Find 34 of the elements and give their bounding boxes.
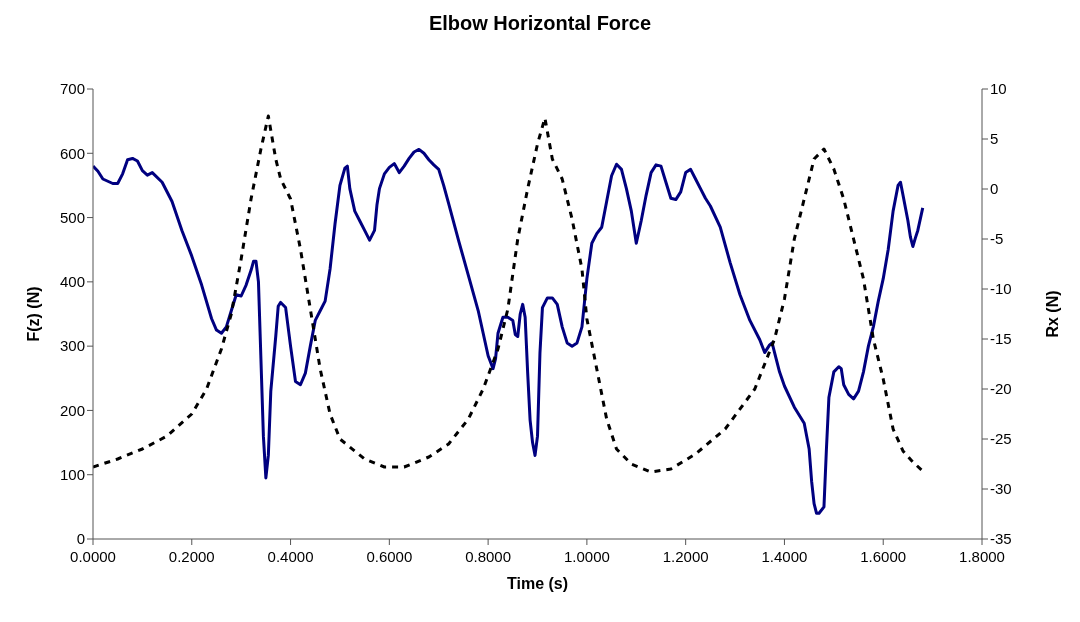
x-tick-label: 0.4000 — [267, 547, 314, 565]
y-tick-label: 500 — [59, 208, 85, 226]
y-tick-label: 200 — [59, 401, 85, 419]
y-tick-label: 400 — [59, 273, 85, 291]
y2-tick-label: -35 — [990, 530, 1012, 548]
y2-tick-label: 10 — [990, 80, 1007, 98]
y-tick-label: 600 — [59, 144, 85, 162]
y-tick-label: 100 — [59, 466, 85, 484]
y2-tick-label: -5 — [990, 230, 1004, 248]
y2-tick-label: -30 — [990, 480, 1012, 498]
line-series — [93, 114, 925, 474]
x-tick-label: 0.2000 — [168, 547, 215, 565]
y-tick-label: 700 — [59, 80, 85, 98]
y2-tick-label: -25 — [990, 430, 1012, 448]
y2-tick-label: -15 — [990, 330, 1012, 348]
x-tick-label: 0.0000 — [70, 547, 116, 565]
x-tick-label: 1.2000 — [662, 547, 709, 565]
chart-title: Elbow Horizontal Force — [427, 12, 653, 35]
line-series — [93, 147, 925, 515]
x-tick-label: 1.8000 — [959, 547, 1005, 565]
x-tick-label: 1.4000 — [761, 547, 808, 565]
y-tick-label: 0 — [76, 530, 85, 548]
y-axis-title: F(z) (N) — [24, 286, 42, 342]
y-tick-label: 300 — [59, 337, 85, 355]
y2-tick-label: 5 — [990, 130, 999, 148]
x-tick-label: 0.8000 — [465, 547, 512, 565]
y2-tick-label: -20 — [990, 380, 1012, 398]
y2-axis-title: Rx (N) — [1043, 290, 1061, 338]
y2-tick-label: 0 — [990, 180, 999, 198]
x-tick-label: 1.6000 — [860, 547, 907, 565]
x-axis-title: Time (s) — [506, 575, 569, 592]
x-tick-label: 0.6000 — [366, 547, 413, 565]
x-tick-label: 1.0000 — [563, 547, 610, 565]
y2-tick-label: -10 — [990, 280, 1012, 298]
